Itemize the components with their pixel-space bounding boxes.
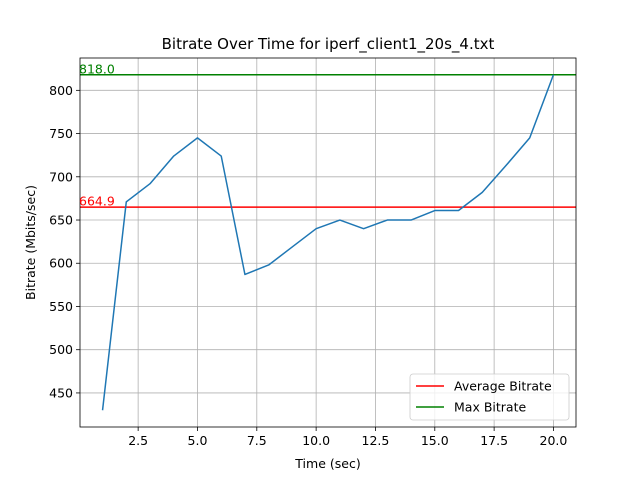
y-tick-label: 650 <box>49 213 73 228</box>
y-tick-label: 550 <box>49 299 73 314</box>
x-axis-ticks: 2.5 5.0 7.5 10.0 12.5 15.0 17.5 20.0 <box>128 427 567 448</box>
y-axis-label: Bitrate (Mbits/sec) <box>23 185 38 300</box>
x-tick-label: 2.5 <box>128 433 148 448</box>
y-tick-label: 600 <box>49 256 73 271</box>
reference-line-labels: 664.9 818.0 <box>79 61 115 208</box>
y-tick-label: 500 <box>49 342 73 357</box>
x-tick-label: 12.5 <box>362 433 390 448</box>
legend-label: Max Bitrate <box>454 400 526 415</box>
grid <box>80 58 576 427</box>
y-axis-ticks: 450 500 550 600 650 700 750 800 <box>49 83 80 400</box>
x-tick-label: 5.0 <box>188 433 208 448</box>
x-tick-label: 7.5 <box>247 433 267 448</box>
series-line <box>101 74 555 411</box>
x-axis-label: Time (sec) <box>294 456 360 471</box>
y-tick-label: 750 <box>49 126 73 141</box>
chart-title: Bitrate Over Time for iperf_client1_20s_… <box>162 35 495 54</box>
reference-line-label: 664.9 <box>79 194 115 209</box>
y-tick-label: 450 <box>49 385 73 400</box>
x-tick-label: 17.5 <box>480 433 508 448</box>
legend: Average Bitrate Max Bitrate <box>409 373 570 421</box>
legend-frame <box>409 373 570 421</box>
reference-line-label: 818.0 <box>79 61 115 76</box>
y-tick-label: 700 <box>49 169 73 184</box>
x-tick-label: 20.0 <box>540 433 568 448</box>
x-tick-label: 15.0 <box>421 433 449 448</box>
plot-frame <box>79 57 577 428</box>
reference-lines <box>80 74 576 208</box>
legend-label: Average Bitrate <box>454 379 552 394</box>
y-tick-label: 800 <box>49 83 73 98</box>
x-tick-label: 10.0 <box>302 433 330 448</box>
series-lines <box>101 74 555 411</box>
